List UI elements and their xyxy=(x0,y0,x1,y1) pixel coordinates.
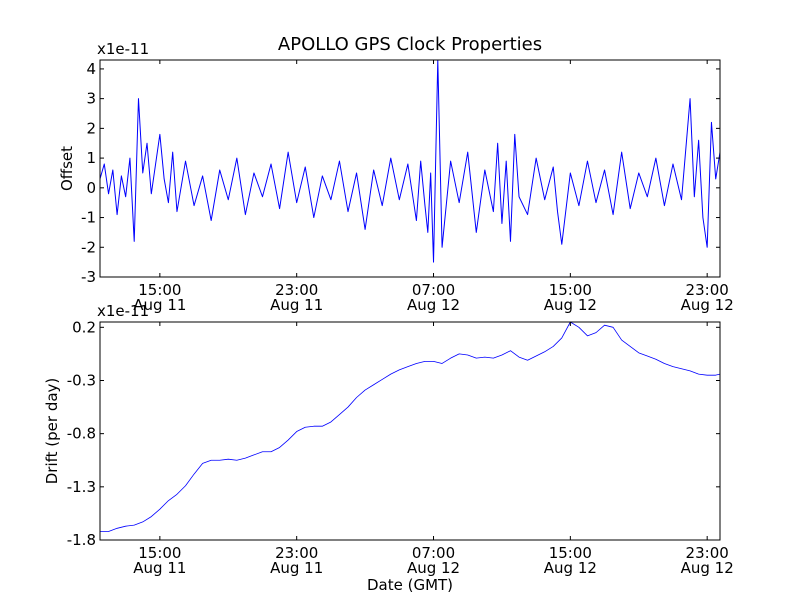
drift-x-tick-date: Aug 12 xyxy=(681,559,734,577)
drift-x-tick-time: 23:00 xyxy=(686,544,729,562)
drift-x-tick-time: 15:00 xyxy=(549,544,592,562)
offset-plot-frame xyxy=(99,59,721,278)
offset-y-tick-label: 1 xyxy=(86,149,96,167)
offset-y-tick-label: -3 xyxy=(81,268,96,286)
drift-plot-frame xyxy=(99,321,721,541)
drift-y-tick-label: -0.8 xyxy=(67,425,96,443)
offset-x-tick-date: Aug 12 xyxy=(544,296,597,314)
offset-series-line xyxy=(99,59,721,263)
drift-y-label: Drift (per day) xyxy=(43,378,61,485)
drift-y-tick-label: 0.2 xyxy=(72,318,96,336)
drift-y-tick-label: -0.3 xyxy=(67,371,96,389)
drift-series-line xyxy=(100,321,721,532)
drift-x-tick-date: Aug 12 xyxy=(407,559,460,577)
drift-y-axis: -1.8 -1.3 -0.8 -0.3 0.2 xyxy=(67,318,720,549)
drift-x-tick-time: 15:00 xyxy=(138,544,181,562)
drift-x-tick-date: Aug 11 xyxy=(133,559,186,577)
offset-y-label: Offset xyxy=(58,146,76,191)
figure-title: APOLLO GPS Clock Properties xyxy=(278,34,542,55)
drift-multiplier: x1e-11 xyxy=(97,302,149,320)
offset-x-tick-date: Aug 11 xyxy=(133,296,186,314)
drift-x-tick-date: Aug 11 xyxy=(270,559,323,577)
offset-y-tick-label: -1 xyxy=(81,209,96,227)
drift-series xyxy=(100,321,721,532)
offset-y-tick-label: 0 xyxy=(86,179,96,197)
offset-x-tick-time: 15:00 xyxy=(138,281,181,299)
offset-x-tick-time: 15:00 xyxy=(549,281,592,299)
drift-x-tick-time: 23:00 xyxy=(275,544,318,562)
drift-x-tick-time: 07:00 xyxy=(412,544,455,562)
drift-x-tick-date: Aug 12 xyxy=(544,559,597,577)
offset-series xyxy=(99,59,721,263)
offset-x-tick-date: Aug 12 xyxy=(407,296,460,314)
offset-multiplier: x1e-11 xyxy=(97,40,149,58)
offset-y-axis: -3 -2 -1 0 1 2 3 4 xyxy=(81,60,720,286)
offset-y-tick-label: 4 xyxy=(86,60,96,78)
offset-y-tick-label: -2 xyxy=(81,238,96,256)
offset-x-tick-date: Aug 11 xyxy=(270,296,323,314)
drift-y-tick-label: -1.8 xyxy=(67,531,96,549)
offset-y-tick-label: 3 xyxy=(86,90,96,108)
offset-y-tick-label: 2 xyxy=(86,119,96,137)
offset-x-tick-time: 23:00 xyxy=(686,281,729,299)
drift-y-tick-label: -1.3 xyxy=(67,478,96,496)
offset-x-tick-time: 23:00 xyxy=(275,281,318,299)
offset-x-tick-date: Aug 12 xyxy=(681,296,734,314)
offset-x-tick-time: 07:00 xyxy=(412,281,455,299)
x-axis-label: Date (GMT) xyxy=(367,576,453,594)
